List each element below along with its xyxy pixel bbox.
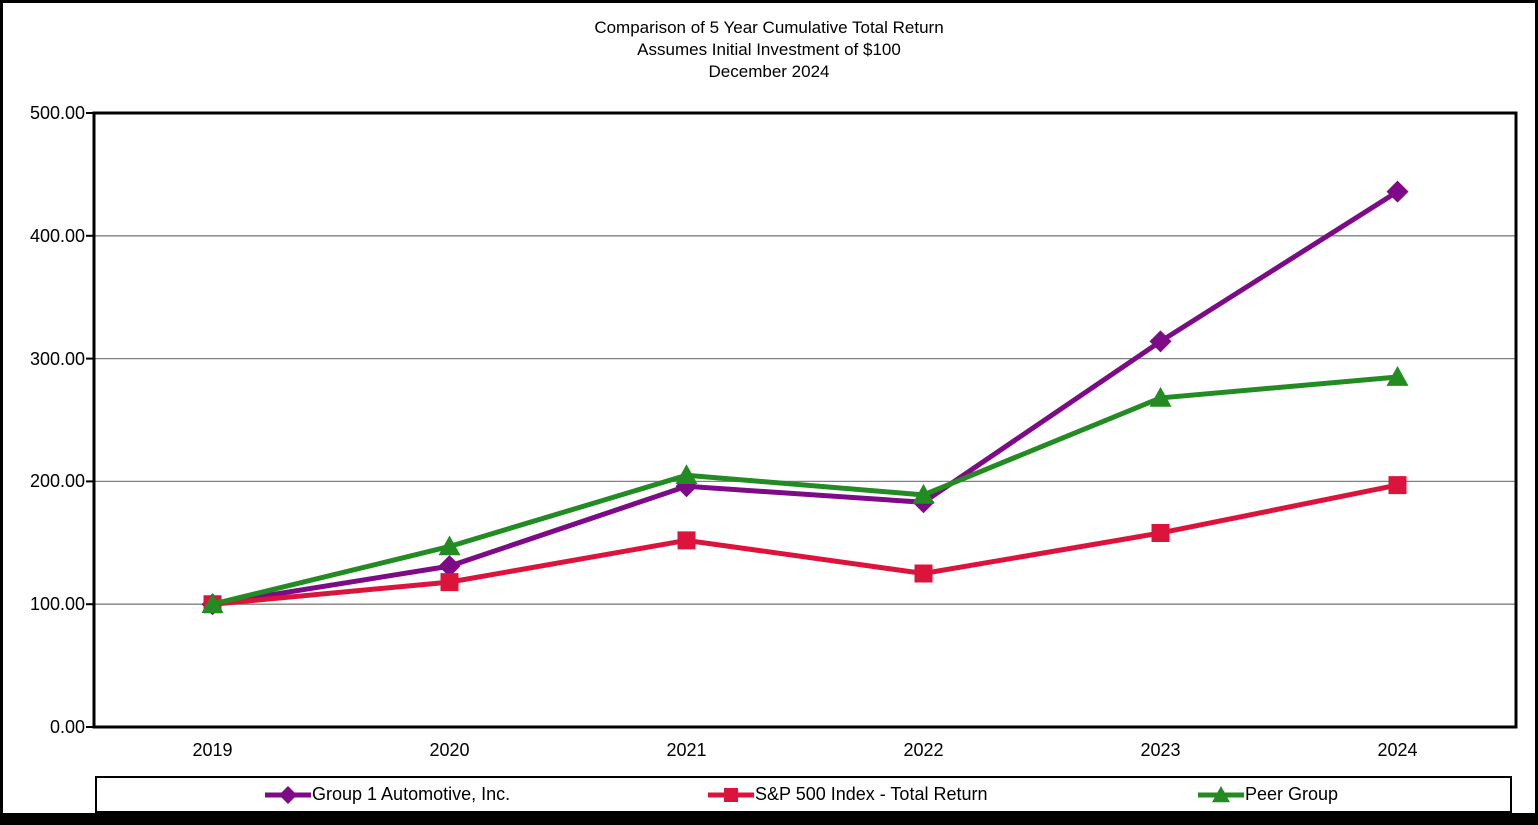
triangle-marker bbox=[675, 464, 698, 485]
chart-legend: Group 1 Automotive, Inc. S&P 500 Index - … bbox=[95, 776, 1512, 813]
triangle-marker bbox=[438, 535, 461, 556]
series-line-0 bbox=[212, 189, 1399, 607]
x-axis-label-2019: 2019 bbox=[192, 740, 233, 760]
y-axis-label-400.00: 400.00 bbox=[29, 225, 85, 246]
x-axis-label-2023: 2023 bbox=[1140, 740, 1181, 760]
legend-entry-2: Peer Group bbox=[1197, 778, 1338, 811]
square-marker bbox=[914, 564, 933, 583]
line-chart-plot-area bbox=[86, 111, 1518, 729]
triangle-legend-marker-icon bbox=[1198, 785, 1244, 802]
y-axis-label-0.00: 0.00 bbox=[49, 717, 85, 737]
x-axis-label-2024: 2024 bbox=[1377, 740, 1418, 760]
legend-entry-1: S&P 500 Index - Total Return bbox=[707, 778, 987, 811]
y-axis-label-500.00: 500.00 bbox=[29, 103, 85, 123]
chart-title: Comparison of 5 Year Cumulative Total Re… bbox=[3, 17, 1535, 83]
triangle-marker bbox=[1149, 386, 1172, 407]
square-marker bbox=[1151, 523, 1170, 542]
x-axis-label-2021: 2021 bbox=[666, 740, 707, 760]
legend-entry-0: Group 1 Automotive, Inc. bbox=[264, 778, 510, 811]
diamond-marker bbox=[438, 555, 461, 578]
bottom-border-bar bbox=[3, 813, 1535, 822]
triangle-marker bbox=[1386, 366, 1409, 386]
y-axis-label-300.00: 300.00 bbox=[29, 348, 85, 369]
chart-title-line-3: December 2024 bbox=[708, 62, 830, 81]
series-line-2 bbox=[211, 374, 1398, 607]
chart-title-line-2: Assumes Initial Investment of $100 bbox=[637, 40, 901, 59]
legend-label-2: Peer Group bbox=[1245, 784, 1339, 804]
plot-border bbox=[92, 111, 1518, 729]
series-line-1 bbox=[212, 482, 1398, 607]
x-axis-label-2020: 2020 bbox=[429, 740, 470, 760]
square-legend-marker-icon bbox=[708, 787, 754, 802]
diamond-marker bbox=[1149, 330, 1172, 353]
chart-title-line-1: Comparison of 5 Year Cumulative Total Re… bbox=[594, 18, 944, 37]
legend-label-1: S&P 500 Index - Total Return bbox=[755, 784, 988, 804]
triangle-marker bbox=[912, 483, 935, 504]
y-axis-label-100.00: 100.00 bbox=[29, 594, 85, 615]
diamond-legend-marker-icon bbox=[265, 785, 311, 804]
square-marker bbox=[1388, 476, 1407, 495]
diamond-marker bbox=[1386, 180, 1409, 203]
legend-label-0: Group 1 Automotive, Inc. bbox=[312, 784, 511, 804]
triangle-marker bbox=[201, 593, 224, 613]
x-axis-label-2022: 2022 bbox=[903, 740, 944, 760]
square-marker bbox=[440, 573, 459, 592]
square-marker bbox=[677, 531, 696, 550]
y-axis-label-200.00: 200.00 bbox=[29, 471, 85, 492]
